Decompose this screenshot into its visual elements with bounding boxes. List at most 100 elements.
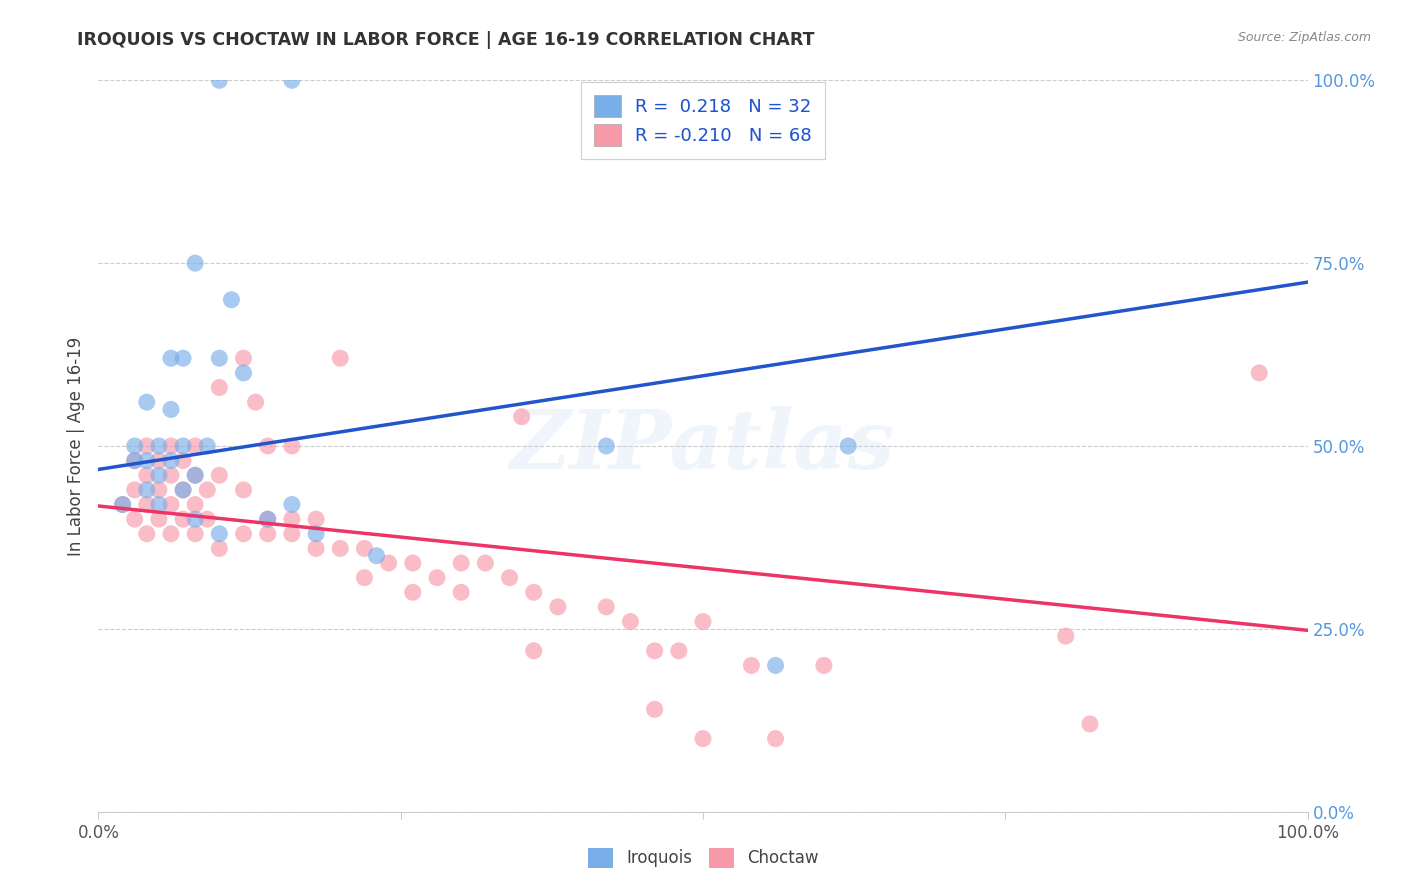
Point: [135, 453, 157, 467]
Point: [172, 512, 194, 526]
Point: [256, 439, 278, 453]
Point: [232, 351, 254, 366]
Point: [366, 549, 388, 563]
Point: [305, 512, 328, 526]
Point: [256, 512, 278, 526]
Legend: Iroquois, Choctaw: Iroquois, Choctaw: [581, 841, 825, 875]
Point: [195, 439, 218, 453]
Point: [135, 498, 157, 512]
Point: [160, 439, 183, 453]
Point: [1054, 629, 1077, 643]
Point: [402, 556, 425, 570]
Point: [510, 409, 533, 424]
Text: IROQUOIS VS CHOCTAW IN LABOR FORCE | AGE 16-19 CORRELATION CHART: IROQUOIS VS CHOCTAW IN LABOR FORCE | AGE…: [77, 31, 815, 49]
Point: [172, 439, 194, 453]
Point: [184, 439, 207, 453]
Point: [160, 468, 183, 483]
Point: [281, 526, 304, 541]
Text: Source: ZipAtlas.com: Source: ZipAtlas.com: [1237, 31, 1371, 45]
Point: [692, 731, 714, 746]
Point: [450, 556, 472, 570]
Point: [148, 468, 170, 483]
Point: [195, 512, 218, 526]
Point: [160, 453, 183, 467]
Point: [256, 526, 278, 541]
Point: [111, 498, 134, 512]
Point: [837, 439, 859, 453]
Point: [305, 541, 328, 556]
Point: [377, 556, 399, 570]
Point: [353, 571, 375, 585]
Point: [281, 439, 304, 453]
Point: [208, 541, 231, 556]
Point: [208, 351, 231, 366]
Point: [124, 512, 146, 526]
Point: [135, 526, 157, 541]
Point: [402, 585, 425, 599]
Point: [450, 585, 472, 599]
Point: [765, 731, 787, 746]
Point: [619, 615, 641, 629]
Point: [668, 644, 690, 658]
Point: [523, 644, 546, 658]
Point: [111, 498, 134, 512]
Point: [172, 351, 194, 366]
Point: [184, 468, 207, 483]
Point: [281, 512, 304, 526]
Point: [426, 571, 449, 585]
Point: [172, 483, 194, 497]
Point: [184, 512, 207, 526]
Point: [160, 402, 183, 417]
Point: [208, 380, 231, 394]
Point: [547, 599, 569, 614]
Point: [124, 439, 146, 453]
Point: [692, 615, 714, 629]
Point: [1249, 366, 1271, 380]
Point: [135, 395, 157, 409]
Point: [148, 439, 170, 453]
Point: [195, 483, 218, 497]
Point: [208, 468, 231, 483]
Point: [523, 585, 546, 599]
Point: [208, 526, 231, 541]
Point: [124, 453, 146, 467]
Point: [305, 526, 328, 541]
Point: [172, 453, 194, 467]
Point: [353, 541, 375, 556]
Text: ZIPatlas: ZIPatlas: [510, 406, 896, 486]
Point: [281, 73, 304, 87]
Point: [221, 293, 243, 307]
Point: [160, 526, 183, 541]
Point: [644, 702, 666, 716]
Point: [329, 541, 352, 556]
Point: [160, 498, 183, 512]
Point: [135, 483, 157, 497]
Point: [148, 498, 170, 512]
Point: [740, 658, 762, 673]
Point: [765, 658, 787, 673]
Point: [474, 556, 496, 570]
Point: [184, 256, 207, 270]
Point: [281, 498, 304, 512]
Point: [184, 526, 207, 541]
Y-axis label: In Labor Force | Age 16-19: In Labor Force | Age 16-19: [66, 336, 84, 556]
Point: [208, 73, 231, 87]
Point: [184, 468, 207, 483]
Point: [232, 483, 254, 497]
Point: [135, 439, 157, 453]
Point: [595, 599, 617, 614]
Point: [148, 453, 170, 467]
Point: [329, 351, 352, 366]
Point: [595, 439, 617, 453]
Point: [245, 395, 267, 409]
Point: [172, 483, 194, 497]
Point: [148, 512, 170, 526]
Point: [160, 351, 183, 366]
Legend: R =  0.218   N = 32, R = -0.210   N = 68: R = 0.218 N = 32, R = -0.210 N = 68: [581, 82, 825, 159]
Point: [148, 483, 170, 497]
Point: [498, 571, 520, 585]
Point: [135, 468, 157, 483]
Point: [184, 498, 207, 512]
Point: [124, 483, 146, 497]
Point: [232, 526, 254, 541]
